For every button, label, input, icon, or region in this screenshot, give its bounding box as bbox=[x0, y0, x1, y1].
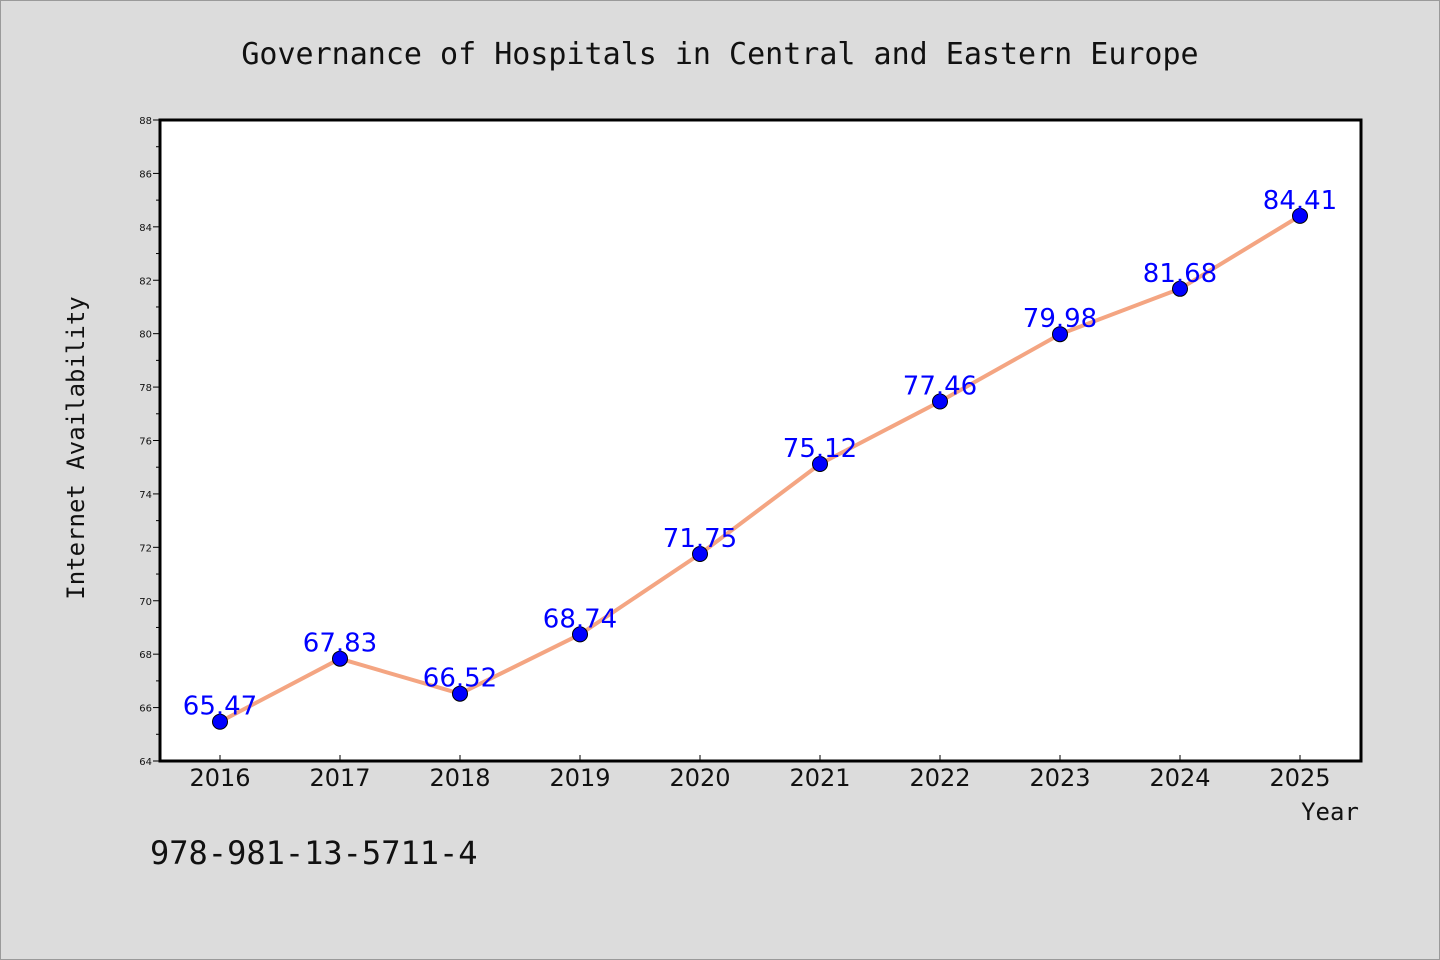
y-tick-label: 72 bbox=[139, 543, 152, 554]
data-label: 77.46 bbox=[903, 372, 977, 402]
data-point bbox=[332, 650, 348, 667]
data-point bbox=[1052, 326, 1068, 343]
x-tick-label: 2017 bbox=[309, 764, 370, 792]
chart-title: Governance of Hospitals in Central and E… bbox=[241, 37, 1198, 72]
data-point bbox=[812, 456, 828, 473]
data-label: 67.83 bbox=[303, 629, 377, 659]
data-point bbox=[572, 626, 588, 643]
y-axis-label: Internet Availability bbox=[62, 296, 90, 599]
x-axis-label: Year bbox=[1301, 798, 1359, 826]
data-point bbox=[1172, 280, 1188, 297]
series bbox=[212, 207, 1308, 730]
x-tick-label: 2020 bbox=[669, 764, 730, 792]
data-labels: 65.47 67.83 66.52 68.74 71.75 75.12 77.46 79.98… bbox=[183, 186, 1337, 722]
data-label: 79.98 bbox=[1023, 304, 1097, 334]
x-tick-label: 2018 bbox=[429, 764, 490, 792]
y-tick-label: 80 bbox=[139, 330, 152, 341]
y-tick-label: 78 bbox=[139, 383, 152, 394]
data-label: 68.74 bbox=[543, 604, 617, 634]
y-tick-label: 74 bbox=[139, 490, 152, 501]
x-tick-label: 2023 bbox=[1029, 764, 1090, 792]
plot-area bbox=[158, 118, 1363, 763]
data-label: 84.41 bbox=[1263, 186, 1337, 216]
data-point bbox=[1292, 207, 1308, 224]
footer-code: 978-981-13-5711-4 bbox=[150, 834, 478, 872]
x-axis: 2016 2017 2018 2019 2020 2021 2022 2023 2024 2025 bbox=[189, 755, 1331, 792]
y-tick-label: 88 bbox=[139, 116, 152, 127]
y-tick-label: 86 bbox=[139, 169, 152, 180]
data-label: 71.75 bbox=[663, 524, 737, 554]
x-tick-label: 2025 bbox=[1269, 764, 1330, 792]
y-tick-label: 84 bbox=[139, 223, 152, 234]
x-tick-label: 2019 bbox=[549, 764, 610, 792]
y-tick-label: 76 bbox=[139, 437, 152, 448]
y-tick-label: 66 bbox=[139, 704, 152, 715]
y-axis: 64 66 68 70 72 74 76 78 80 82 84 86 88 bbox=[139, 116, 160, 768]
data-point bbox=[452, 685, 468, 702]
x-tick-label: 2016 bbox=[189, 764, 250, 792]
y-tick-label: 68 bbox=[139, 650, 152, 661]
data-label: 66.52 bbox=[423, 664, 497, 694]
y-tick-label: 82 bbox=[139, 276, 152, 287]
data-point bbox=[692, 546, 708, 563]
data-point bbox=[212, 713, 228, 730]
data-label: 65.47 bbox=[183, 692, 257, 722]
data-label: 81.68 bbox=[1143, 259, 1217, 289]
x-tick-label: 2022 bbox=[909, 764, 970, 792]
y-tick-label: 70 bbox=[139, 597, 152, 608]
y-tick-label: 64 bbox=[139, 757, 152, 768]
data-label: 75.12 bbox=[783, 434, 857, 464]
series-line bbox=[219, 214, 1302, 724]
x-tick-label: 2021 bbox=[789, 764, 850, 792]
data-point bbox=[932, 393, 948, 410]
x-tick-label: 2024 bbox=[1149, 764, 1210, 792]
